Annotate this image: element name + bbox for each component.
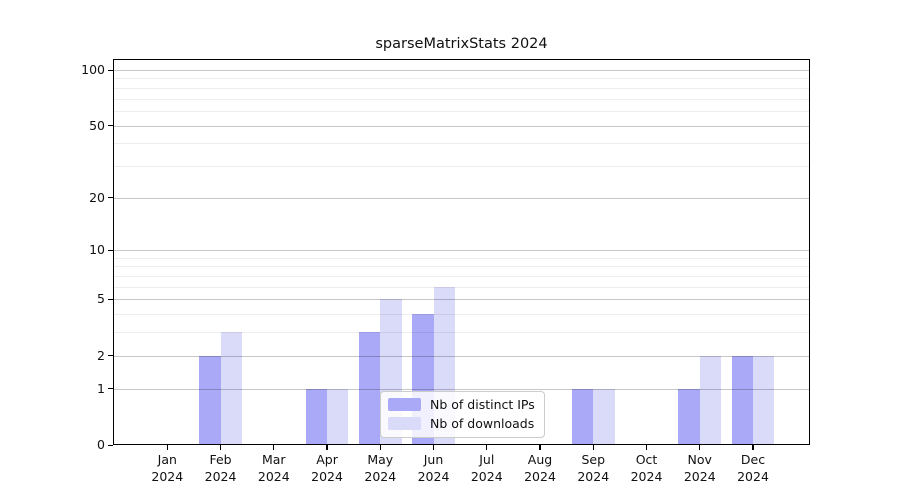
- bar-distinct-ips-nov: [678, 388, 700, 445]
- x-tick-mark-may: [379, 445, 381, 450]
- x-tick-label-jun: Jun 2024: [399, 452, 469, 485]
- legend-swatch-downloads: [388, 417, 421, 430]
- x-tick-label-apr: Apr 2024: [292, 452, 362, 485]
- x-tick-mark-apr: [326, 445, 328, 450]
- gridline-y9: [113, 257, 810, 259]
- x-tick-mark-sep: [592, 445, 594, 450]
- x-tick-label-year: 2024: [417, 468, 450, 484]
- x-tick-label-year: 2024: [524, 468, 556, 484]
- chart-title: sparseMatrixStats 2024: [375, 36, 548, 52]
- bar-downloads-dec: [753, 355, 775, 445]
- y-tick-label-100: 100: [81, 62, 105, 77]
- x-tick-mark-jul: [486, 445, 488, 450]
- gridline-y40: [113, 143, 810, 145]
- bar-distinct-ips-dec: [731, 355, 753, 445]
- x-tick-mark-feb: [219, 445, 222, 450]
- x-tick-label-oct: Oct 2024: [612, 452, 682, 485]
- gridline-y30: [113, 165, 810, 167]
- x-tick-label-year: 2024: [151, 468, 184, 484]
- gridline-y4: [113, 314, 810, 316]
- gridline-y5: [113, 299, 810, 301]
- x-tick-mark-jun: [432, 445, 435, 450]
- legend-label-distinct-ips: Nb of distinct IPs: [430, 397, 535, 412]
- legend-swatch-distinct-ips: [388, 398, 421, 411]
- x-tick-label-jul: Jul 2024: [452, 452, 522, 485]
- legend-item-downloads: Nb of downloads: [388, 416, 535, 431]
- gridline-y6: [113, 286, 810, 288]
- legend-item-distinct-ips: Nb of distinct IPs: [388, 397, 535, 412]
- x-tick-mark-mar: [273, 445, 275, 450]
- x-tick-label-year: 2024: [311, 468, 343, 484]
- y-tick-label-5: 5: [97, 291, 105, 307]
- x-tick-label-year: 2024: [257, 468, 290, 484]
- bar-downloads-nov: [699, 355, 722, 445]
- y-tick-mark-20: [108, 197, 113, 199]
- y-tick-mark-0: [108, 444, 113, 446]
- legend-label-downloads: Nb of downloads: [430, 416, 535, 431]
- y-tick-label-50: 50: [89, 117, 105, 133]
- x-tick-label-year: 2024: [470, 468, 503, 484]
- y-tick-mark-10: [108, 249, 113, 251]
- y-tick-label-2: 2: [97, 347, 105, 363]
- x-tick-label-year: 2024: [683, 468, 716, 484]
- x-tick-mark-dec: [752, 445, 754, 450]
- bar-downloads-sep: [593, 388, 615, 445]
- gridline-y90: [113, 78, 810, 80]
- x-tick-label-aug: Aug 2024: [505, 452, 575, 485]
- gridline-y3: [113, 332, 810, 334]
- gridline-y50: [113, 125, 810, 127]
- y-tick-label-0: 0: [97, 437, 105, 452]
- plot-area: [113, 59, 810, 445]
- y-tick-mark-1: [108, 388, 113, 390]
- gridline-y70: [113, 98, 810, 100]
- bar-distinct-ips-may: [358, 332, 381, 445]
- bar-downloads-apr: [327, 388, 349, 445]
- bar-downloads-feb: [220, 332, 242, 445]
- x-tick-label-may: May 2024: [345, 452, 415, 485]
- gridline-y20: [113, 197, 810, 199]
- x-tick-label-nov: Nov 2024: [665, 452, 735, 485]
- bar-distinct-ips-apr: [305, 388, 328, 445]
- bar-distinct-ips-sep: [571, 388, 594, 445]
- x-tick-mark-nov: [699, 445, 701, 450]
- legend: Nb of distinct IPs Nb of downloads: [380, 391, 545, 438]
- gridline-y100: [113, 70, 810, 71]
- y-tick-mark-50: [108, 125, 113, 127]
- x-tick-label-year: 2024: [577, 468, 610, 484]
- gridline-y60: [113, 110, 810, 112]
- x-tick-label-dec: Dec 2024: [718, 452, 788, 485]
- x-tick-label-jan: Jan 2024: [132, 452, 202, 485]
- y-tick-mark-100: [108, 69, 113, 71]
- x-tick-label-year: 2024: [630, 468, 663, 484]
- x-tick-mark-aug: [539, 445, 541, 450]
- x-tick-label-year: 2024: [737, 468, 769, 484]
- gridline-y7: [113, 276, 810, 278]
- bar-distinct-ips-feb: [199, 355, 221, 445]
- x-tick-label-sep: Sep 2024: [558, 452, 628, 485]
- y-tick-label-1: 1: [97, 380, 105, 396]
- x-tick-mark-oct: [645, 445, 648, 450]
- x-tick-label-year: 2024: [204, 468, 237, 484]
- x-tick-label-feb: Feb 2024: [186, 452, 256, 485]
- y-tick-mark-2: [108, 355, 113, 357]
- gridline-y80: [113, 87, 810, 89]
- gridline-y8: [113, 266, 810, 268]
- x-tick-label-mar: Mar 2024: [239, 452, 309, 485]
- x-tick-label-year: 2024: [364, 468, 397, 484]
- y-tick-label-20: 20: [89, 189, 105, 205]
- y-tick-mark-5: [108, 298, 113, 301]
- x-tick-mark-jan: [166, 445, 168, 450]
- y-tick-label-10: 10: [89, 242, 105, 258]
- gridline-y10: [113, 250, 810, 252]
